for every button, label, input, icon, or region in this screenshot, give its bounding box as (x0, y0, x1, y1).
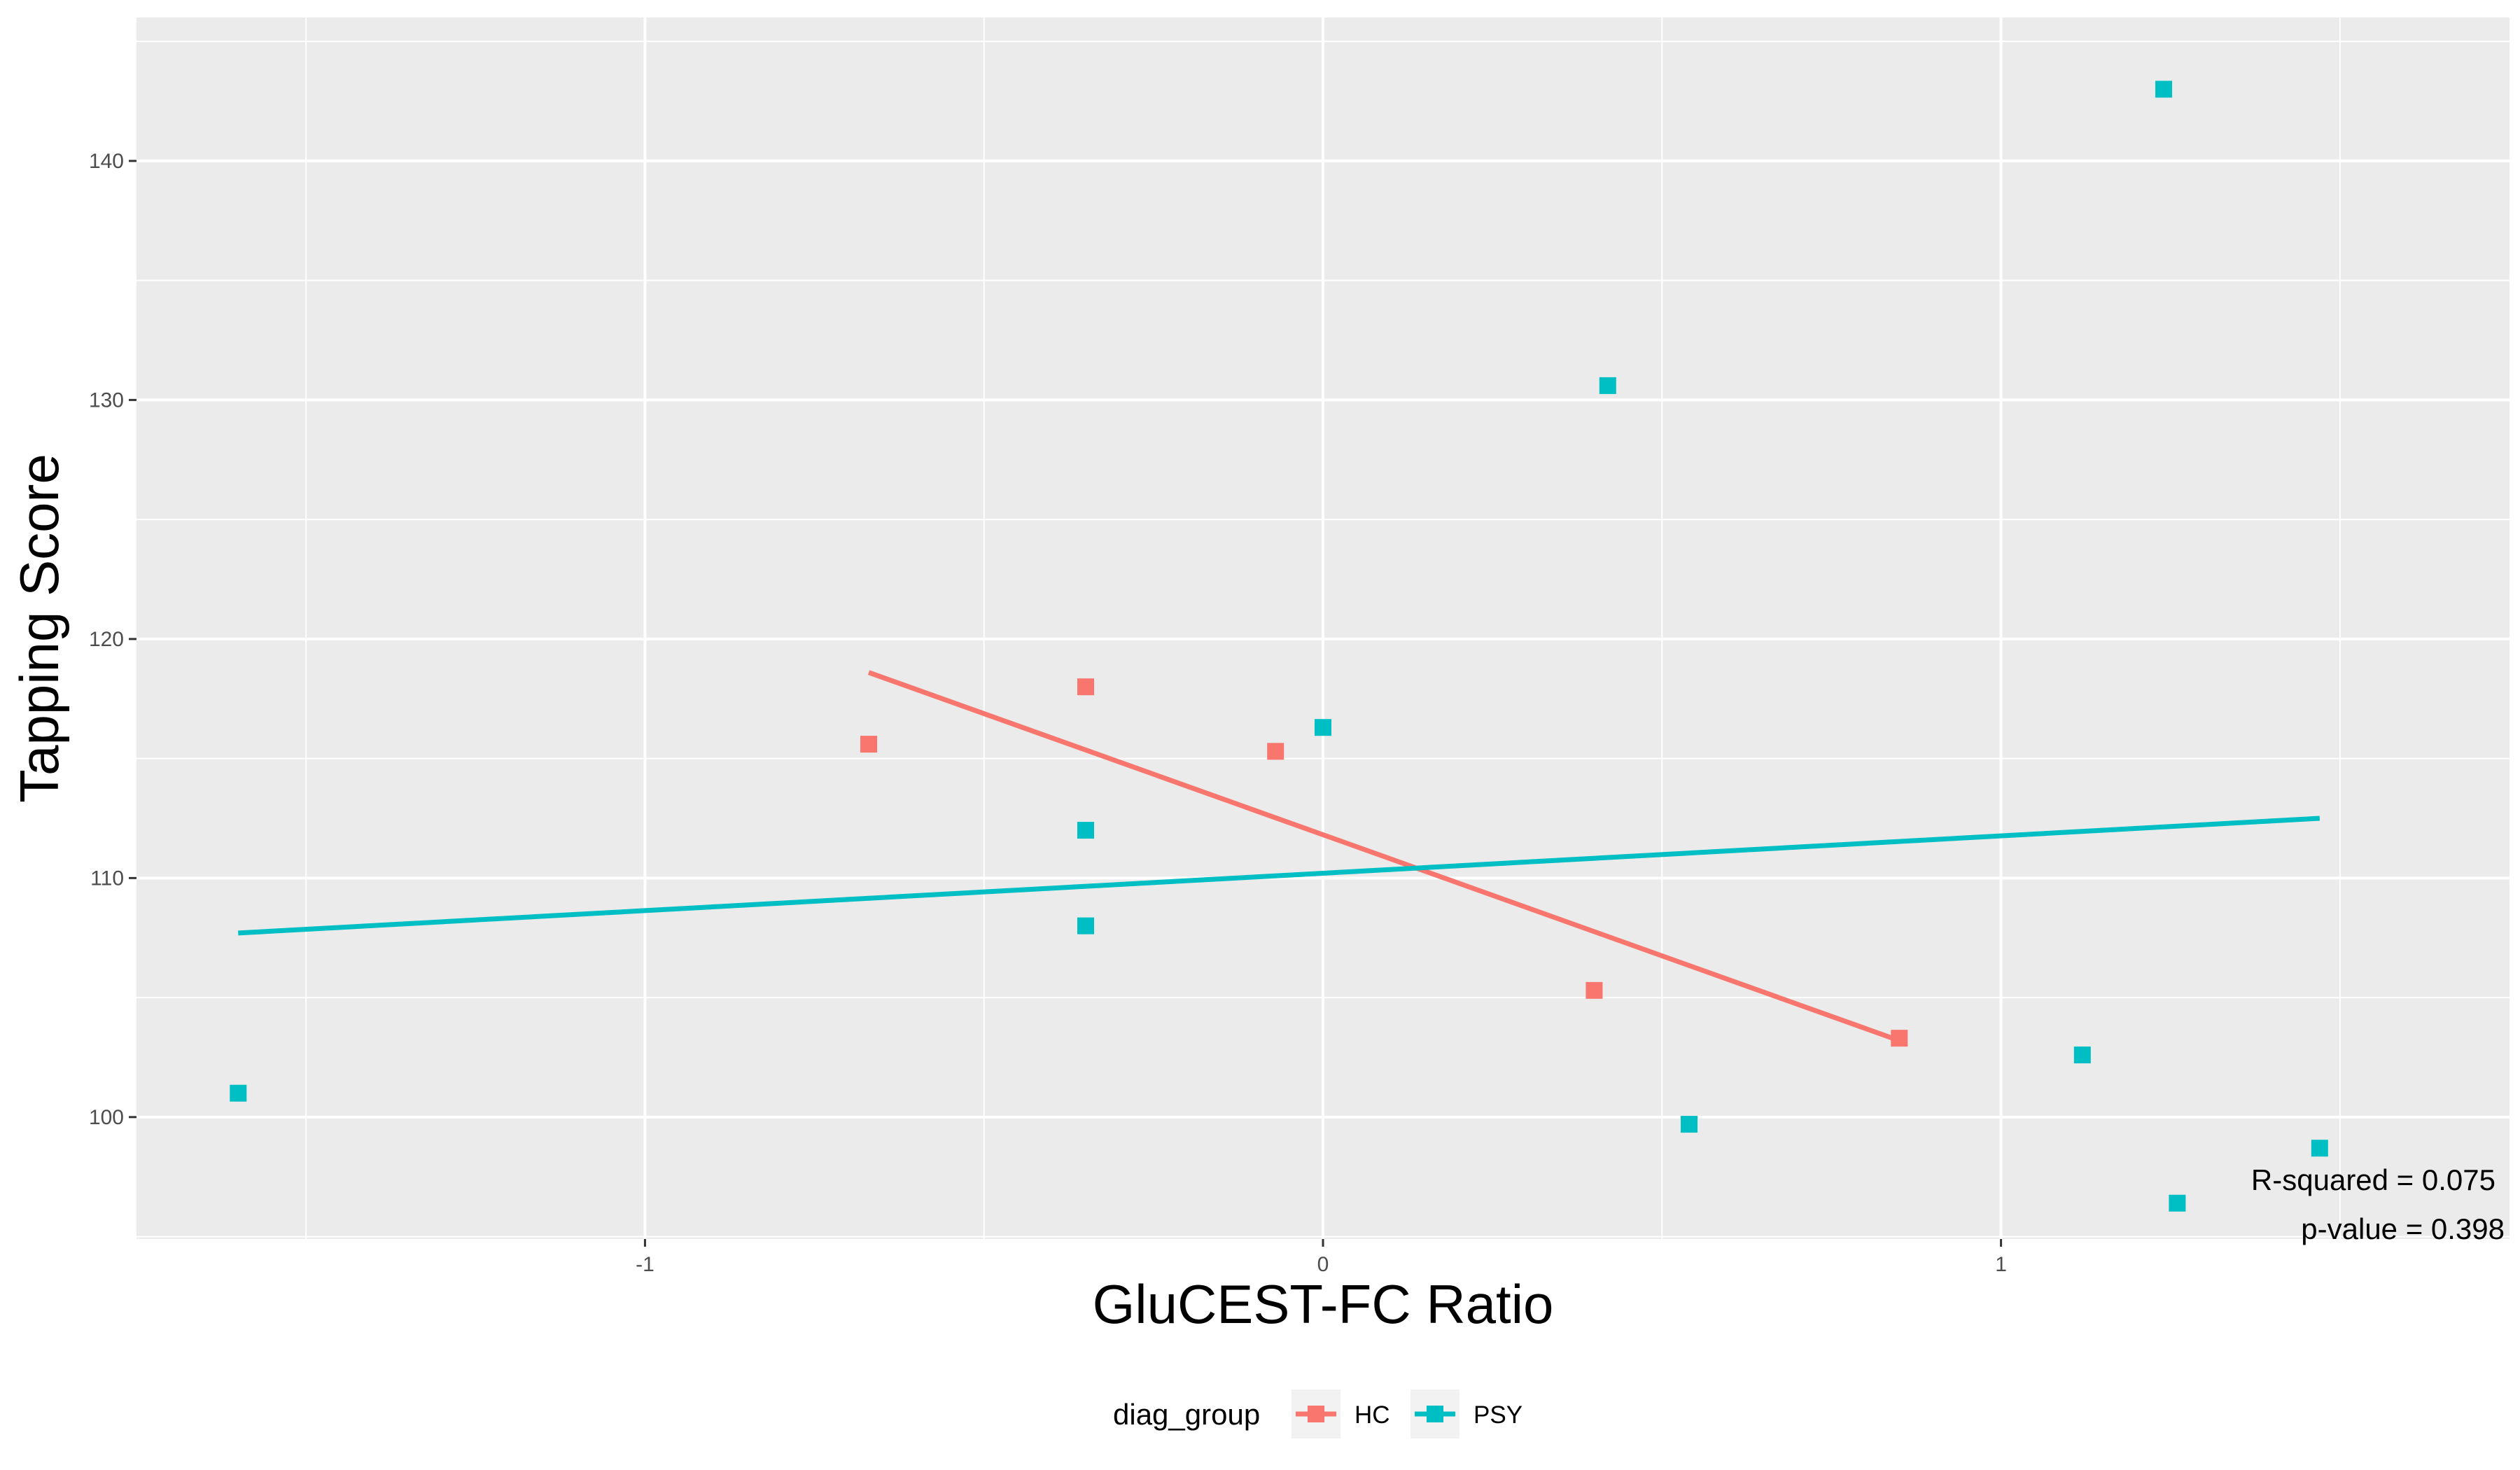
legend-label-psy: PSY (1474, 1401, 1522, 1429)
fit-line-hc (867, 670, 1900, 1043)
data-point-psy (1599, 377, 1616, 394)
data-point-psy (1315, 719, 1331, 736)
y-tick-label: 130 (89, 388, 124, 412)
data-point-hc (860, 736, 878, 753)
data-point-hc (1586, 981, 1603, 999)
fit-lines (238, 670, 2320, 1043)
data-point-hc (1077, 678, 1094, 696)
data-point-psy (1077, 822, 1094, 839)
data-point-hc (1267, 743, 1284, 760)
legend-title: diag_group (1113, 1398, 1260, 1431)
x-tick-label: -1 (636, 1253, 654, 1276)
legend: diag_group HC PSY (1113, 1390, 1522, 1438)
x-tick-label: 1 (1995, 1253, 2007, 1276)
r-squared-annotation: R-squared = 0.075 (2251, 1163, 2496, 1196)
data-points (230, 80, 2328, 1212)
data-point-psy (230, 1084, 247, 1102)
data-point-psy (2155, 80, 2173, 98)
axis-ticks (129, 160, 2003, 1247)
legend-items: HC PSY (1292, 1390, 1522, 1438)
fit-line-psy (238, 816, 2320, 936)
y-tick-label: 100 (89, 1106, 124, 1129)
x-axis-title: GluCEST-FC Ratio (1093, 1273, 1554, 1335)
y-tick-label: 140 (89, 150, 124, 173)
p-value-annotation: p-value = 0.398 (2301, 1212, 2505, 1245)
x-tick-label: 0 (1317, 1253, 1329, 1276)
data-point-hc (1891, 1030, 1908, 1047)
data-point-psy (2073, 1046, 2091, 1064)
y-axis-title: Tapping Score (8, 454, 70, 803)
y-tick-label: 110 (90, 867, 124, 890)
data-point-psy (2169, 1194, 2186, 1212)
data-point-psy (1681, 1116, 1698, 1133)
legend-label-hc: HC (1354, 1401, 1390, 1429)
y-tick-label: 120 (89, 628, 124, 651)
data-point-psy (1077, 917, 1094, 934)
data-point-psy (2311, 1140, 2328, 1157)
legend-key-marker-hc (1308, 1406, 1324, 1422)
legend-key-marker-psy (1427, 1406, 1443, 1422)
major-gridlines (136, 18, 2510, 1239)
tick-labels: -1 0 1 100 110 120 130 140 (89, 150, 2007, 1276)
